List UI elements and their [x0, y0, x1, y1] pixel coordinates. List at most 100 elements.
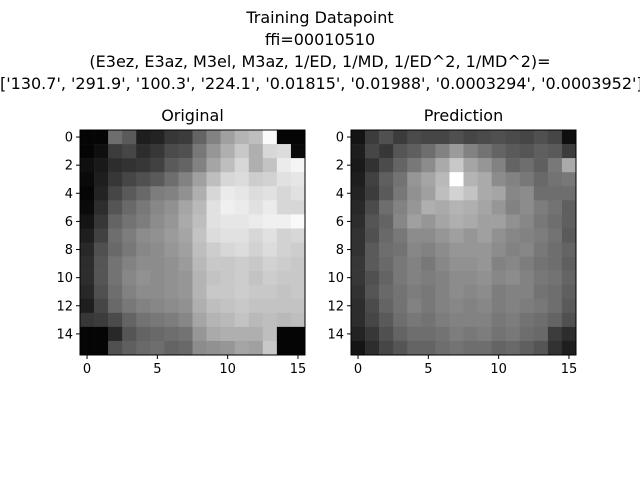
- heatmap-cell: [192, 340, 207, 356]
- heatmap-cell: [108, 130, 123, 145]
- heatmap-cell: [234, 242, 250, 257]
- heatmap-cell: [491, 242, 506, 257]
- heatmap-cell: [547, 270, 563, 285]
- heatmap-cell: [150, 228, 165, 243]
- heatmap-cell: [234, 144, 250, 159]
- heatmap-cell: [533, 242, 549, 257]
- heatmap-cell: [108, 158, 123, 173]
- heatmap-cell: [449, 200, 464, 215]
- heatmap-cell: [94, 242, 109, 257]
- heatmap-cell: [491, 326, 506, 342]
- heatmap-cell: [164, 270, 179, 285]
- heatmap-cell: [220, 312, 235, 328]
- heatmap-cell: [491, 340, 506, 356]
- y-tick-label: 2: [65, 159, 73, 174]
- heatmap-cell: [206, 298, 221, 314]
- heatmap-cell: [248, 284, 264, 300]
- heatmap-cell: [435, 172, 450, 187]
- heatmap-cell: [379, 158, 394, 173]
- heatmap-cell: [94, 172, 109, 187]
- heatmap-cell: [561, 340, 577, 356]
- heatmap-cell: [393, 228, 408, 243]
- heatmap-cell: [407, 158, 422, 173]
- heatmap-cell: [178, 242, 193, 257]
- heatmap-cell: [449, 214, 464, 229]
- heatmap-cell: [533, 144, 549, 159]
- heatmap-cell: [164, 172, 179, 187]
- heatmap-cell: [206, 186, 221, 201]
- heatmap-cell: [379, 228, 394, 243]
- heatmap-cell: [351, 158, 366, 173]
- heatmap-cell: [290, 130, 306, 145]
- heatmap-cell: [178, 312, 193, 328]
- heatmap-cell: [220, 172, 235, 187]
- heatmap-cell: [421, 200, 436, 215]
- heatmap-cell: [178, 214, 193, 229]
- x-tick-label: 10: [219, 362, 236, 377]
- heatmap-cell: [533, 214, 549, 229]
- heatmap-cell: [206, 228, 221, 243]
- heatmap-cell: [393, 284, 408, 300]
- y-tick-label: 10: [56, 271, 73, 286]
- heatmap-cell: [491, 312, 506, 328]
- heatmap-cell: [393, 256, 408, 271]
- heatmap-cell: [533, 340, 549, 356]
- heatmap-cell: [206, 312, 221, 328]
- heatmap-cell: [547, 158, 563, 173]
- heatmap-cell: [164, 158, 179, 173]
- heatmap-cell: [421, 270, 436, 285]
- heatmap-cell: [108, 214, 123, 229]
- x-tick-label: 0: [354, 362, 362, 377]
- heatmap-cell: [505, 158, 521, 173]
- heatmap-cell: [178, 228, 193, 243]
- heatmap-cell: [491, 270, 506, 285]
- heatmap-cell: [561, 158, 577, 173]
- heatmap-cell: [192, 326, 207, 342]
- heatmap-cell: [220, 144, 235, 159]
- heatmap-cell: [122, 228, 137, 243]
- heatmap-cell: [365, 158, 380, 173]
- heatmap-cell: [421, 158, 436, 173]
- heatmap-cell: [122, 284, 137, 300]
- heatmap-cell: [136, 172, 151, 187]
- heatmap-cell: [379, 340, 394, 356]
- heatmap-cell: [192, 312, 207, 328]
- heatmap-cell: [234, 158, 250, 173]
- heatmap-cell: [379, 172, 394, 187]
- heatmap-cell: [533, 200, 549, 215]
- heatmap-cell: [192, 270, 207, 285]
- heatmap-cell: [220, 270, 235, 285]
- heatmap-cell: [192, 228, 207, 243]
- heatmap-cell: [164, 340, 179, 356]
- heatmap-cell: [220, 228, 235, 243]
- heatmap-cell: [407, 228, 422, 243]
- heatmap-cell: [463, 200, 478, 215]
- heatmap-cell: [561, 144, 577, 159]
- heatmap-cell: [351, 284, 366, 300]
- heatmap-cell: [150, 340, 165, 356]
- heatmap-cell: [463, 270, 478, 285]
- heatmap-cell: [248, 340, 264, 356]
- heatmap-cell: [435, 228, 450, 243]
- heatmap-cell: [407, 186, 422, 201]
- heatmap-cell: [547, 298, 563, 314]
- heatmap-cell: [365, 172, 380, 187]
- heatmap-cell: [547, 284, 563, 300]
- heatmap-cell: [108, 186, 123, 201]
- heatmap-cell: [435, 186, 450, 201]
- heatmap-cell: [519, 298, 535, 314]
- heatmap-cell: [192, 256, 207, 271]
- heatmap-cell: [262, 326, 278, 342]
- heatmap-cell: [463, 172, 478, 187]
- heatmap-cell: [206, 270, 221, 285]
- heatmap-cell: [122, 158, 137, 173]
- heatmap-cell: [234, 256, 250, 271]
- heatmap-cell: [533, 130, 549, 145]
- heatmap-cell: [178, 144, 193, 159]
- heatmap-cell: [94, 298, 109, 314]
- heatmap-cell: [108, 340, 123, 356]
- heatmap-cell: [463, 214, 478, 229]
- heatmap-cell: [234, 214, 250, 229]
- heatmap-cell: [407, 242, 422, 257]
